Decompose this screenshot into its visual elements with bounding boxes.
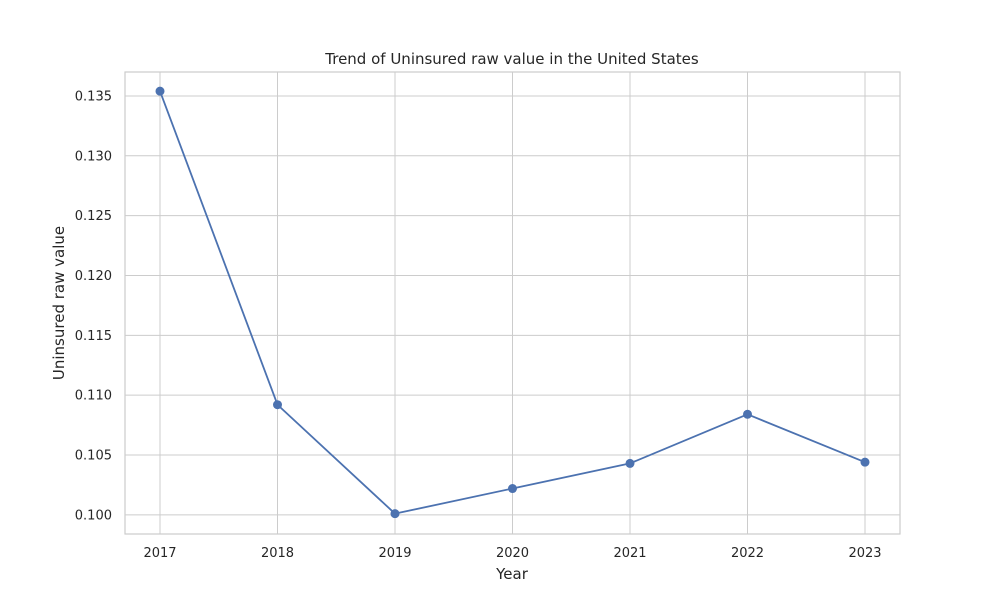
data-point	[860, 457, 870, 467]
y-tick-label: 0.105	[75, 449, 112, 464]
x-tick-label: 2023	[848, 546, 881, 561]
y-tick-label: 0.120	[75, 269, 112, 284]
y-tick-label: 0.115	[75, 329, 112, 344]
data-point	[273, 400, 282, 410]
y-tick-label: 0.100	[75, 508, 112, 523]
x-tick-label: 2022	[731, 546, 764, 561]
x-tick-label: 2020	[496, 546, 529, 561]
y-axis-label: Uninsured raw value	[50, 226, 68, 380]
x-tick-label: 2018	[261, 546, 294, 561]
x-tick-label: 2017	[143, 546, 176, 561]
data-point	[743, 409, 752, 419]
y-tick-label: 0.110	[75, 389, 112, 404]
chart-title: Trend of Uninsured raw value in the Unit…	[324, 50, 699, 68]
data-point	[390, 509, 400, 519]
grid-lines	[125, 72, 900, 534]
plot-frame	[124, 71, 901, 535]
y-tick-label: 0.135	[75, 89, 112, 104]
data-point	[155, 86, 165, 96]
data-series	[155, 86, 870, 519]
data-point	[508, 484, 517, 494]
y-tick-label: 0.125	[75, 209, 112, 224]
y-tick-label: 0.130	[75, 149, 112, 164]
data-point	[625, 458, 635, 468]
x-tick-label: 2019	[378, 546, 411, 561]
x-tick-label: 2021	[613, 546, 646, 561]
tick-labels: 2017 2018 2019 2020 2021 2022 2023 0.100 0.105 0.…	[75, 89, 882, 561]
x-axis-label: Year	[495, 565, 529, 583]
